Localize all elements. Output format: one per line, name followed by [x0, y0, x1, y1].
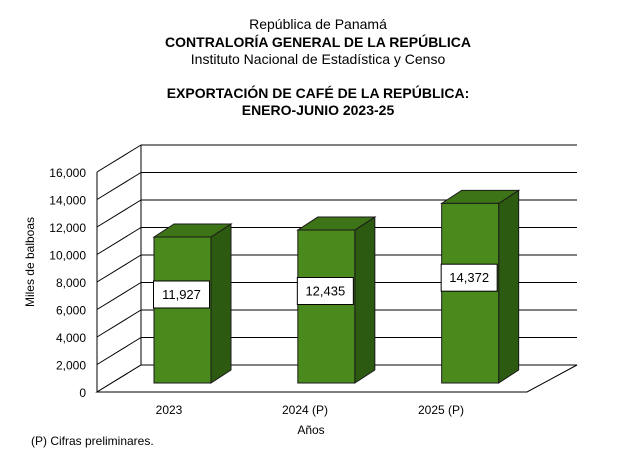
gridline-depth [96, 337, 142, 365]
gridline-depth [96, 309, 142, 338]
footnote: (P) Cifras preliminares. [31, 434, 154, 448]
gridline-depth [96, 199, 142, 228]
gridline-depth [96, 144, 142, 173]
gridline-depth [96, 282, 142, 310]
bar [153, 236, 212, 384]
y-tick-label: 14,000 [49, 194, 86, 208]
x-tick-label: 2023 [156, 403, 183, 417]
data-label: 12,435 [305, 284, 345, 299]
y-tick-label: 16,000 [49, 166, 86, 180]
gridline-depth [96, 254, 142, 283]
y-tick-label: 6,000 [56, 304, 86, 318]
y-tick-label: 8,000 [56, 276, 86, 290]
data-label-box [153, 280, 210, 309]
y-tick-label: 0 [79, 386, 86, 400]
chart-subtitle: ENERO-JUNIO 2023-25 [241, 102, 395, 118]
header-line-1: República de Panamá [249, 16, 387, 32]
data-label-box [296, 277, 354, 306]
bar-side [498, 189, 520, 384]
bar-side [354, 216, 376, 384]
data-label-box [440, 263, 498, 292]
bar [297, 229, 356, 384]
data-label: 11,927 [162, 287, 201, 302]
bar-side [210, 223, 232, 384]
gridline-depth [96, 227, 142, 255]
y-tick-label: 2,000 [56, 359, 86, 373]
bar [441, 202, 500, 384]
y-tick-label: 12,000 [49, 221, 86, 235]
gridline-depth [96, 172, 142, 200]
data-label: 14,372 [449, 270, 489, 285]
x-axis-title: Años [297, 423, 324, 437]
y-axis-title: Miles de balboas [23, 217, 37, 307]
header-line-3: Instituto Nacional de Estadística y Cens… [190, 51, 446, 67]
y-tick-label: 4,000 [56, 331, 86, 345]
chart-title: EXPORTACIÓN DE CAFÉ DE LA REPÚBLICA: [166, 85, 470, 101]
x-tick-label: 2024 (P) [282, 403, 328, 417]
x-tick-label: 2025 (P) [418, 403, 464, 417]
header-line-2: CONTRALORÍA GENERAL DE LA REPÚBLICA [165, 34, 471, 50]
y-tick-label: 10,000 [49, 249, 86, 263]
